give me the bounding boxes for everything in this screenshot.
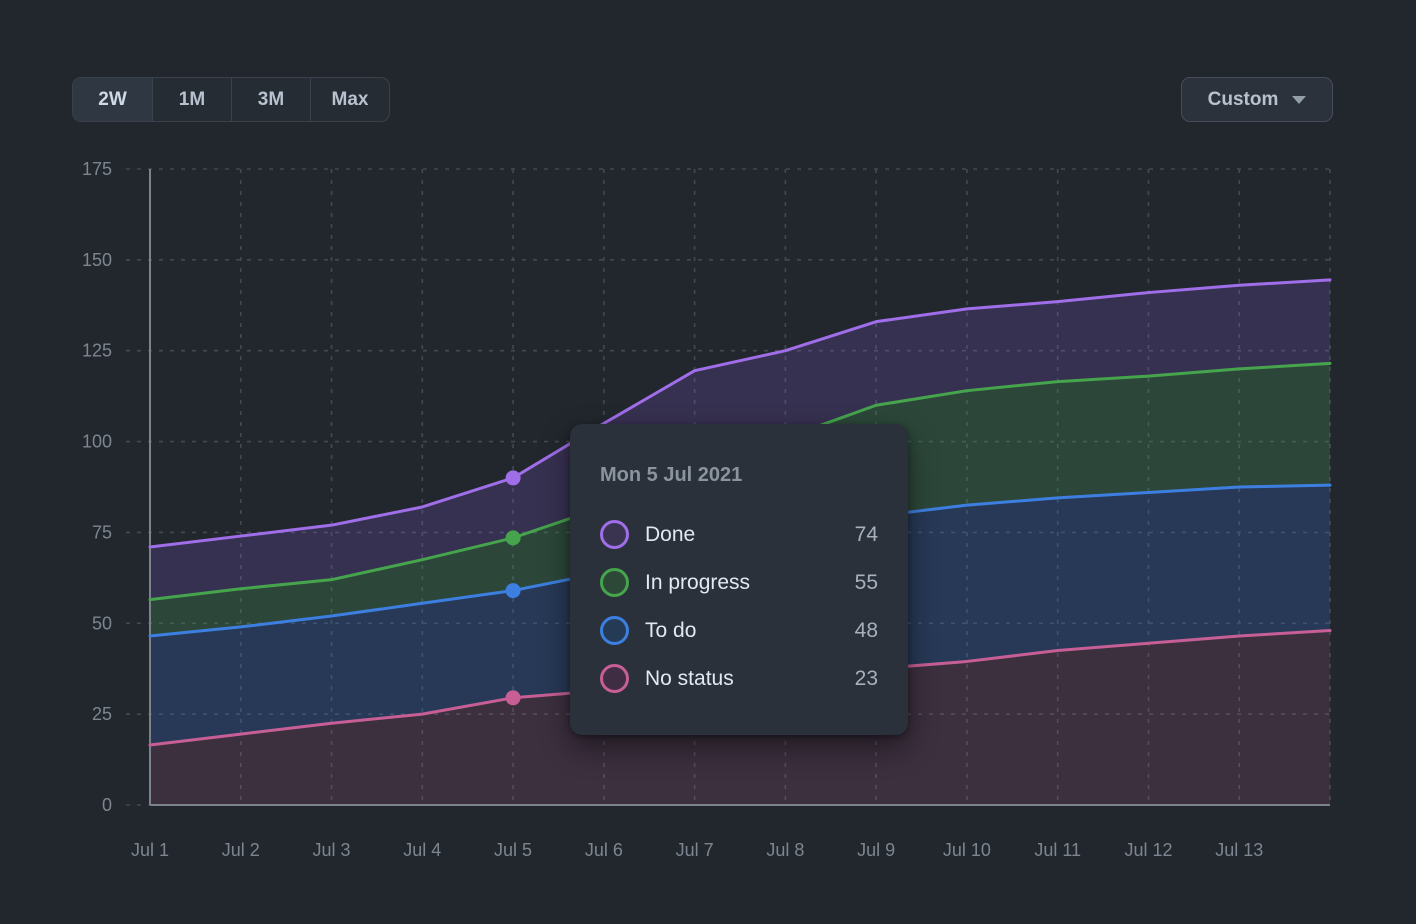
y-tick-label: 0 [102, 795, 112, 815]
tooltip-row: No status 23 [600, 664, 878, 693]
y-tick-label: 75 [92, 522, 112, 542]
data-point-done[interactable] [505, 470, 521, 486]
tooltip-row: Done 74 [600, 520, 878, 549]
range-button-max[interactable]: Max [310, 78, 389, 121]
chart-tooltip: Mon 5 Jul 2021 Done 74 In progress 55 To… [570, 424, 908, 735]
tooltip-row: To do 48 [600, 616, 878, 645]
data-point-no-status[interactable] [505, 690, 521, 706]
in-progress-ring-icon [600, 568, 629, 597]
data-point-in-progress[interactable] [505, 530, 521, 546]
chevron-down-icon [1292, 95, 1307, 104]
tooltip-row-value: 23 [854, 667, 878, 690]
range-button-3m[interactable]: 3M [231, 78, 310, 121]
x-tick-label: Jul 5 [494, 840, 532, 860]
x-tick-label: Jul 7 [676, 840, 714, 860]
y-tick-label: 125 [82, 341, 112, 361]
x-tick-label: Jul 10 [943, 840, 991, 860]
time-range-segmented-control: 2W 1M 3M Max [72, 77, 390, 122]
y-tick-label: 50 [92, 613, 112, 633]
custom-range-dropdown[interactable]: Custom [1181, 77, 1333, 122]
y-tick-label: 25 [92, 704, 112, 724]
x-tick-label: Jul 4 [403, 840, 441, 860]
tooltip-row-value: 48 [854, 619, 878, 642]
x-tick-label: Jul 13 [1215, 840, 1263, 860]
custom-range-label: Custom [1207, 88, 1279, 110]
tooltip-row-label: Done [645, 523, 696, 546]
series-line-done [148, 278, 1332, 549]
tooltip-row-label: To do [645, 619, 697, 642]
tooltip-row-label: In progress [645, 571, 751, 594]
y-tick-label: 175 [82, 159, 112, 179]
tooltip-row: In progress 55 [600, 568, 878, 597]
tooltip-row-value: 55 [854, 571, 878, 594]
done-ring-icon [600, 520, 629, 549]
tooltip-date: Mon 5 Jul 2021 [600, 464, 743, 486]
x-tick-label: Jul 12 [1124, 840, 1172, 860]
x-tick-label: Jul 8 [766, 840, 804, 860]
x-tick-label: Jul 1 [131, 840, 169, 860]
x-tick-label: Jul 2 [222, 840, 260, 860]
range-button-2w[interactable]: 2W [73, 78, 152, 121]
tooltip-row-value: 74 [854, 523, 878, 546]
tooltip-row-label: No status [645, 667, 734, 690]
y-tick-label: 150 [82, 250, 112, 270]
range-button-1m[interactable]: 1M [152, 78, 231, 121]
x-tick-label: Jul 6 [585, 840, 623, 860]
data-point-to-do[interactable] [505, 583, 521, 599]
x-tick-label: Jul 3 [313, 840, 351, 860]
x-tick-label: Jul 9 [857, 840, 895, 860]
no-status-ring-icon [600, 664, 629, 693]
y-tick-label: 100 [82, 432, 112, 452]
to-do-ring-icon [600, 616, 629, 645]
x-tick-label: Jul 11 [1034, 840, 1081, 860]
